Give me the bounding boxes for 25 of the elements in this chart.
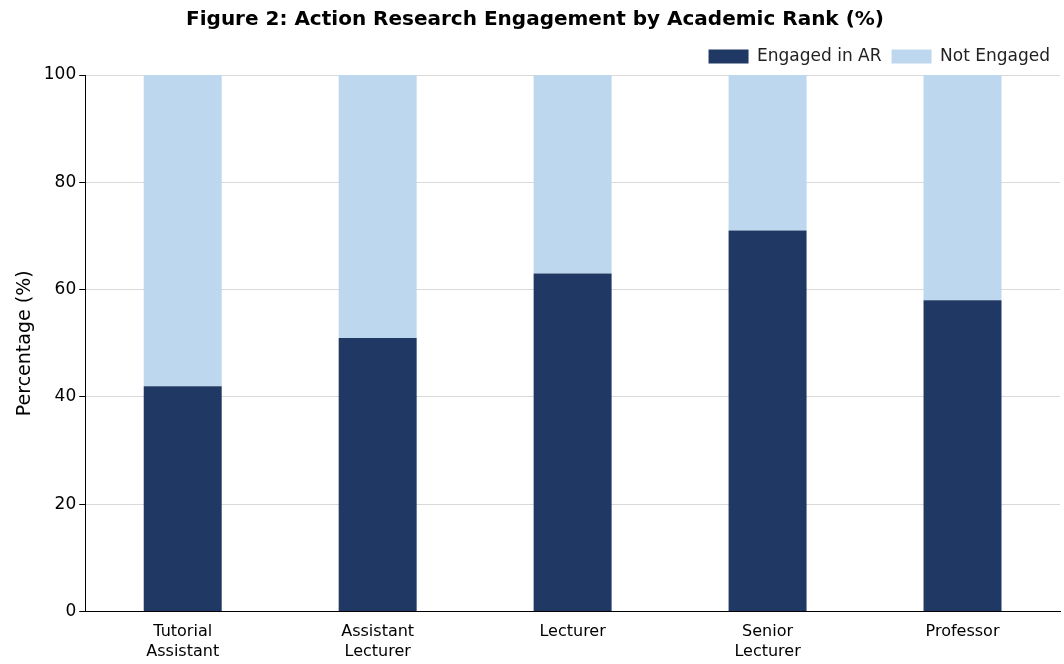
bar bbox=[338, 75, 417, 338]
bar bbox=[923, 75, 1002, 301]
y-tick-label: 60 bbox=[54, 278, 77, 299]
bar bbox=[338, 337, 417, 612]
bar bbox=[728, 75, 807, 231]
y-axis-title: Percentage (%) bbox=[12, 270, 35, 417]
legend-label: Not Engaged bbox=[940, 44, 1050, 65]
bar bbox=[143, 386, 222, 612]
x-tick-label: Senior Lecturer bbox=[734, 621, 802, 660]
y-tick-label: 40 bbox=[54, 385, 77, 406]
bar bbox=[728, 230, 807, 612]
x-tick-label: Tutorial Assistant bbox=[146, 621, 220, 660]
x-tick-label: Lecturer bbox=[539, 621, 607, 641]
y-tick-label: 20 bbox=[54, 492, 77, 513]
x-tick-label: Professor bbox=[925, 621, 1000, 641]
legend-label: Engaged in AR bbox=[757, 44, 882, 65]
y-tick-label: 0 bbox=[65, 600, 77, 621]
x-tick-label: Assistant Lecturer bbox=[341, 621, 415, 660]
chart-title: Figure 2: Action Research Engagement by Academic Rank (%) bbox=[186, 6, 884, 31]
bar bbox=[533, 273, 612, 612]
y-tick-label: 100 bbox=[43, 63, 77, 84]
bar bbox=[533, 75, 612, 274]
y-tick-label: 80 bbox=[54, 170, 77, 191]
bar bbox=[143, 75, 222, 387]
bar bbox=[923, 300, 1002, 612]
